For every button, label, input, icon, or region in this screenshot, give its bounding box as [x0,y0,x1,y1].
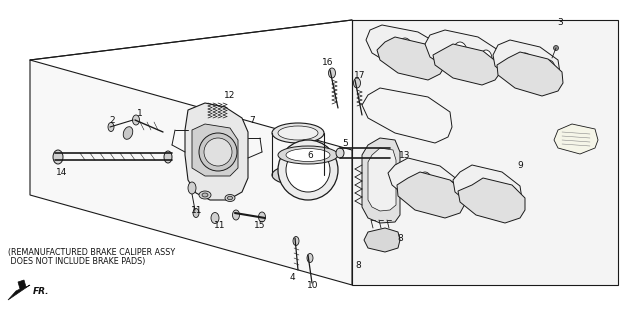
Ellipse shape [480,50,492,68]
Text: 4: 4 [289,274,295,283]
Text: 7: 7 [249,116,255,124]
Polygon shape [192,124,238,176]
Ellipse shape [293,236,299,245]
Polygon shape [185,103,248,200]
Ellipse shape [286,148,330,162]
Text: 5: 5 [342,139,348,148]
Polygon shape [366,25,445,73]
Text: 16: 16 [322,58,334,67]
Polygon shape [397,172,465,218]
Polygon shape [368,148,396,211]
Polygon shape [433,44,500,85]
Ellipse shape [328,68,335,78]
Ellipse shape [444,181,456,199]
Ellipse shape [554,45,559,51]
Ellipse shape [133,115,140,125]
Text: 11: 11 [191,205,203,214]
Text: 8: 8 [355,260,361,269]
Polygon shape [458,178,525,223]
Ellipse shape [199,133,237,171]
Ellipse shape [278,140,338,200]
Text: 13: 13 [399,150,411,159]
Polygon shape [8,280,30,300]
Ellipse shape [164,151,172,163]
Polygon shape [493,40,560,87]
Polygon shape [453,165,522,213]
Text: 17: 17 [354,70,365,79]
Ellipse shape [53,150,63,164]
Ellipse shape [228,196,233,200]
Ellipse shape [199,191,211,199]
Polygon shape [497,52,563,96]
Ellipse shape [272,165,324,185]
Text: 10: 10 [307,281,319,290]
Text: DOES NOT INCLUDE BRAKE PADS): DOES NOT INCLUDE BRAKE PADS) [8,257,145,266]
Ellipse shape [225,195,235,202]
Text: FR.: FR. [33,287,50,297]
Ellipse shape [453,42,467,62]
Ellipse shape [386,148,394,158]
Ellipse shape [336,148,344,158]
Polygon shape [30,60,352,285]
Ellipse shape [233,210,240,220]
Ellipse shape [398,38,412,58]
Ellipse shape [518,53,532,73]
Ellipse shape [418,172,432,192]
Ellipse shape [211,212,219,223]
Text: 14: 14 [57,167,68,177]
Ellipse shape [543,60,555,78]
Ellipse shape [204,138,232,166]
Text: 2: 2 [109,116,115,124]
Polygon shape [425,30,500,77]
Ellipse shape [278,126,318,140]
Ellipse shape [108,123,114,132]
Polygon shape [388,158,460,207]
Text: 3: 3 [557,18,563,27]
Text: 6: 6 [307,150,313,159]
Ellipse shape [188,182,196,194]
Text: 1: 1 [137,108,143,117]
Polygon shape [364,228,400,252]
Text: (REMANUFACTURED BRAKE CALIPER ASSY: (REMANUFACTURED BRAKE CALIPER ASSY [8,248,175,257]
Ellipse shape [278,146,338,164]
Ellipse shape [272,123,324,143]
Ellipse shape [259,212,265,222]
Polygon shape [362,138,400,223]
Text: 15: 15 [254,220,265,229]
Text: 8: 8 [397,234,403,243]
Ellipse shape [286,148,330,192]
Ellipse shape [353,78,360,88]
Ellipse shape [202,193,208,197]
Polygon shape [554,124,598,154]
Ellipse shape [307,253,313,262]
Ellipse shape [123,127,133,139]
Polygon shape [377,37,445,80]
Ellipse shape [506,187,518,205]
Text: 12: 12 [225,91,236,100]
Text: 11: 11 [214,220,226,229]
Text: 9: 9 [517,161,523,170]
Ellipse shape [424,46,436,64]
Ellipse shape [481,180,495,200]
Polygon shape [352,20,618,285]
Ellipse shape [193,209,199,218]
